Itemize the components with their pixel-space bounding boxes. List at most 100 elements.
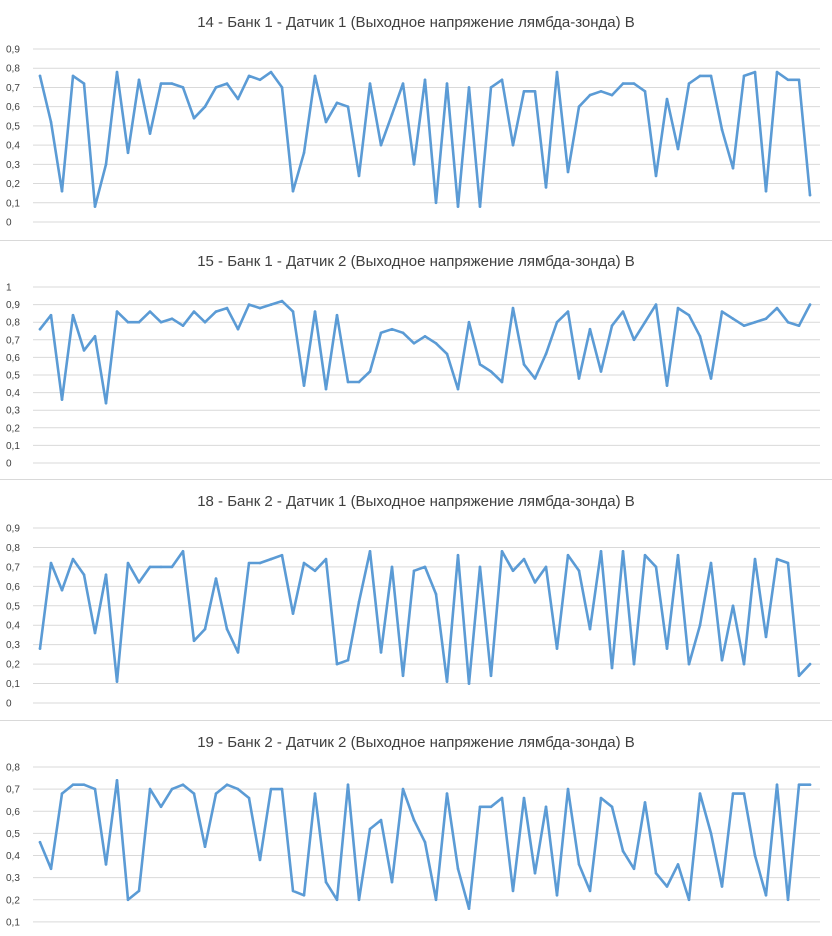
- y-tick-label: 0,2: [6, 423, 20, 434]
- data-point: [104, 573, 108, 576]
- data-point: [159, 805, 163, 809]
- data-point: [170, 565, 174, 569]
- data-point: [456, 205, 460, 208]
- y-tick-label: 0: [6, 459, 12, 470]
- data-point: [544, 565, 548, 569]
- data-point: [236, 97, 240, 101]
- y-tick-label: 0,6: [6, 102, 20, 113]
- data-point: [731, 604, 735, 608]
- data-point: [423, 840, 427, 844]
- data-point: [511, 306, 515, 310]
- data-point: [137, 889, 141, 893]
- data-point: [698, 623, 702, 627]
- data-point: [698, 335, 702, 338]
- data-point: [159, 82, 163, 85]
- data-point: [280, 86, 284, 89]
- data-point: [445, 792, 449, 795]
- data-point: [302, 151, 306, 155]
- data-point: [434, 342, 438, 345]
- data-point: [236, 327, 240, 331]
- data-point: [412, 569, 416, 573]
- chart-panel-bank2-sensor1: 18 - Банк 2 - Датчик 1 (Выходное напряже…: [0, 480, 832, 720]
- data-point: [775, 557, 779, 561]
- data-point: [126, 898, 130, 902]
- data-point: [742, 792, 746, 795]
- data-point: [797, 78, 801, 82]
- data-point: [797, 783, 801, 786]
- y-tick-label: 0,2: [6, 179, 20, 190]
- y-tick-label: 0,3: [6, 640, 20, 651]
- data-point: [71, 313, 75, 317]
- data-point: [258, 78, 262, 82]
- data-point: [38, 74, 42, 78]
- data-point: [280, 787, 284, 791]
- chart-svg: 14 - Банк 1 - Датчик 1 (Выходное напряже…: [6, 14, 820, 229]
- data-point: [467, 682, 471, 685]
- data-point: [82, 783, 86, 786]
- data-point: [808, 783, 812, 786]
- data-point: [720, 310, 724, 313]
- chart-title: 15 - Банк 1 - Датчик 2 (Выходное напряже…: [197, 253, 635, 270]
- data-point: [511, 889, 515, 893]
- data-point: [577, 377, 581, 380]
- data-point: [511, 569, 515, 573]
- data-point: [588, 627, 592, 631]
- data-point: [401, 674, 405, 678]
- data-point: [808, 662, 812, 666]
- data-point: [456, 553, 460, 557]
- data-point: [115, 70, 119, 74]
- y-tick-label: 0,7: [6, 335, 20, 346]
- panel-divider: [0, 720, 832, 721]
- data-point: [445, 680, 449, 683]
- data-point: [93, 631, 97, 635]
- data-point: [577, 569, 581, 573]
- data-point: [258, 561, 262, 565]
- data-point: [764, 189, 768, 193]
- data-point: [599, 90, 603, 93]
- data-point: [115, 680, 119, 683]
- y-tick-label: 0,6: [6, 353, 20, 364]
- data-point: [269, 70, 273, 74]
- data-point: [643, 320, 647, 324]
- data-point: [478, 565, 482, 569]
- chart-title: 14 - Банк 1 - Датчик 1 (Выходное напряже…: [197, 14, 635, 31]
- data-point: [379, 651, 383, 654]
- data-point: [280, 299, 284, 303]
- data-point: [137, 78, 141, 82]
- data-point: [412, 342, 416, 345]
- data-point: [731, 792, 735, 795]
- y-tick-label: 0,5: [6, 829, 20, 840]
- data-point: [489, 86, 493, 89]
- y-tick-label: 0,1: [6, 679, 20, 690]
- data-point: [434, 592, 438, 596]
- data-point: [368, 82, 372, 85]
- data-point: [687, 662, 691, 666]
- data-point: [500, 796, 504, 800]
- data-point: [126, 320, 130, 324]
- data-point: [93, 787, 97, 791]
- data-point: [170, 317, 174, 320]
- data-point: [357, 898, 361, 902]
- data-point: [753, 70, 757, 74]
- data-point: [357, 380, 361, 384]
- data-point: [577, 863, 581, 866]
- data-point: [808, 303, 812, 306]
- y-tick-label: 0: [6, 218, 12, 229]
- data-point: [588, 93, 592, 97]
- data-point: [247, 74, 251, 78]
- data-point: [687, 82, 691, 85]
- data-point: [566, 310, 570, 313]
- data-point: [60, 398, 64, 401]
- data-point: [665, 647, 669, 650]
- data-point: [148, 565, 152, 569]
- data-point: [797, 324, 801, 327]
- data-point: [764, 894, 768, 897]
- data-point: [203, 105, 207, 108]
- data-point: [401, 82, 405, 85]
- data-point: [489, 805, 493, 809]
- data-point: [522, 557, 526, 561]
- data-point: [588, 327, 592, 331]
- data-point: [489, 370, 493, 373]
- data-point: [709, 377, 713, 380]
- data-point: [181, 783, 185, 786]
